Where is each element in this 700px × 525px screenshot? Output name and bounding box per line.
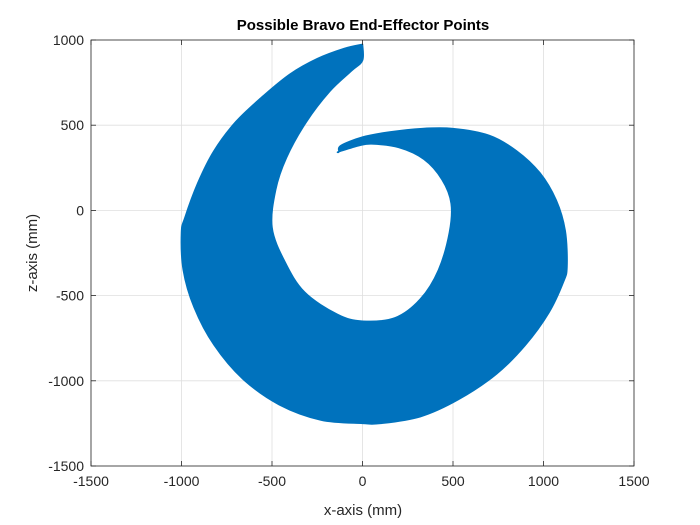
y-tick-label: 0 bbox=[76, 202, 84, 218]
x-tick-label: 0 bbox=[359, 473, 367, 489]
y-tick-labels: -1500 -1000 -500 0 500 1000 bbox=[48, 32, 84, 474]
x-tick-label: 1500 bbox=[618, 473, 649, 489]
y-tick-label: 1000 bbox=[53, 32, 84, 48]
reachable-region bbox=[180, 43, 568, 425]
x-tick-label: 1000 bbox=[528, 473, 559, 489]
chart-title: Possible Bravo End-Effector Points bbox=[237, 17, 490, 34]
x-tick-label: 500 bbox=[441, 473, 465, 489]
axis-ticks bbox=[90, 39, 635, 467]
y-tick-label: -500 bbox=[56, 288, 84, 304]
x-tick-labels: -1500 -1000 -500 0 500 1000 1500 bbox=[73, 473, 650, 489]
y-axis-label: z-axis (mm) bbox=[24, 214, 41, 292]
y-tick-label: 500 bbox=[61, 117, 85, 133]
y-tick-label: -1000 bbox=[48, 373, 84, 389]
y-tick-label: -1500 bbox=[48, 458, 84, 474]
x-tick-label: -1500 bbox=[73, 473, 109, 489]
x-axis-label: x-axis (mm) bbox=[324, 502, 402, 519]
x-tick-label: -1000 bbox=[164, 473, 200, 489]
x-tick-label: -500 bbox=[258, 473, 286, 489]
